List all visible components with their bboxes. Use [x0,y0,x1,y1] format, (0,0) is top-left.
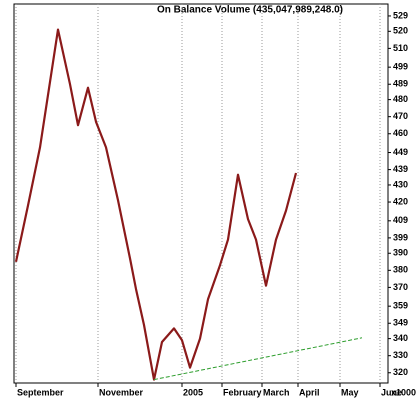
y-tick-label: 489 [393,79,408,89]
x-tick-label: February [223,387,262,397]
trend-line [153,337,363,381]
data-line [14,28,298,381]
y-tick-label: 470 [393,111,408,121]
y-tick-label: 420 [393,196,408,206]
y-tick-label: 390 [393,248,408,258]
y-tick-label: 529 [393,10,408,20]
y-tick-label: 480 [393,94,408,104]
y-tick-label: 460 [393,128,408,138]
chart-title: On Balance Volume (435,047,989,248.0) [157,5,343,16]
y-unit-label: x1000 [391,387,416,397]
y-tick-label: 399 [393,232,408,242]
x-tick-label: May [341,387,359,397]
x-tick-label: March [263,387,290,397]
y-tick-label: 510 [393,43,408,53]
y-tick-label: 370 [393,282,408,292]
y-tick-label: 449 [393,147,408,157]
y-tick-label: 499 [393,62,408,72]
plot-frame [13,3,389,384]
y-tick-label: 520 [393,26,408,36]
y-tick-label: 380 [393,265,408,275]
y-tick-label: 349 [393,318,408,328]
y-tick-label: 409 [393,215,408,225]
y-tick-label: 320 [393,367,408,377]
y-tick-label: 430 [393,179,408,189]
x-tick-label: April [299,387,320,397]
y-tick-label: 330 [393,350,408,360]
y-tick-label: 340 [393,333,408,343]
y-tick-label: 359 [393,301,408,311]
y-tick-label: 439 [393,164,408,174]
x-tick-label: June [381,387,402,397]
x-tick-label: November [99,387,144,397]
x-tick-label: September [17,387,64,397]
x-tick-label: 2005 [183,387,203,397]
